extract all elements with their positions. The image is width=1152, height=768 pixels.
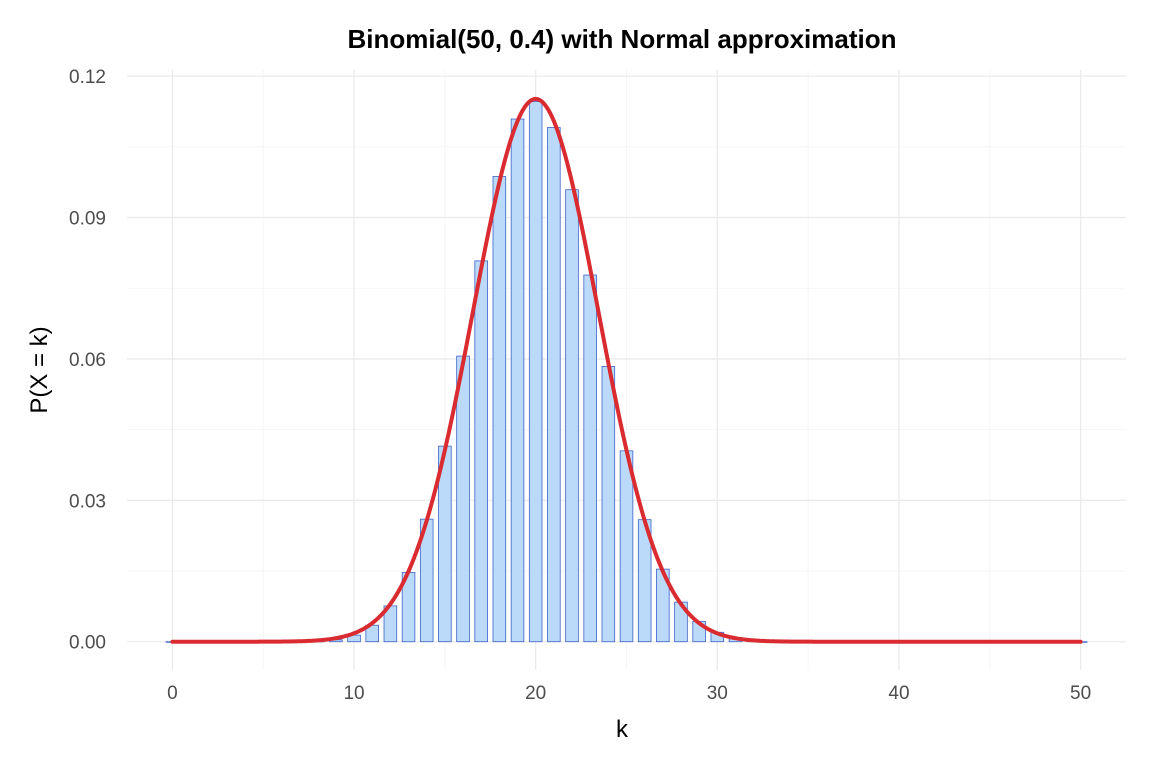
y-tick-label: 0.09 [69,209,106,230]
y-tick-label: 0.00 [69,633,106,654]
bar-k-16 [456,355,470,643]
bar-k-24 [601,366,616,643]
bar-k-19 [510,118,525,643]
bar-k-18 [492,176,507,643]
y-tick-label: 0.03 [69,491,106,512]
bars [165,101,1088,643]
bar-k-20 [528,101,543,643]
chart-title: Binomial(50, 0.4) with Normal approximat… [348,24,897,54]
bar-k-22 [565,189,579,643]
bar-k-23 [583,274,597,643]
x-tick-label: 40 [888,683,909,704]
x-axis-ticks: 0 10 20 30 40 50 [167,683,1091,704]
x-tick-label: 50 [1070,683,1091,704]
x-tick-label: 20 [525,683,546,704]
y-axis-ticks: 0.00 0.03 0.06 0.09 0.12 [69,67,106,654]
x-tick-label: 30 [707,683,728,704]
normal-curve-layer [170,96,1083,644]
x-tick-label: 0 [167,683,178,704]
y-axis-title: P(X = k) [26,326,53,413]
y-tick-label: 0.06 [69,350,106,371]
bar-k-25 [619,450,634,643]
x-axis-title: k [616,716,629,743]
normal-approximation-curve [170,96,1083,644]
bar-k-21 [547,127,561,643]
x-tick-label: 10 [343,683,364,704]
bar-k-17 [474,260,488,643]
y-tick-label: 0.12 [69,67,106,88]
